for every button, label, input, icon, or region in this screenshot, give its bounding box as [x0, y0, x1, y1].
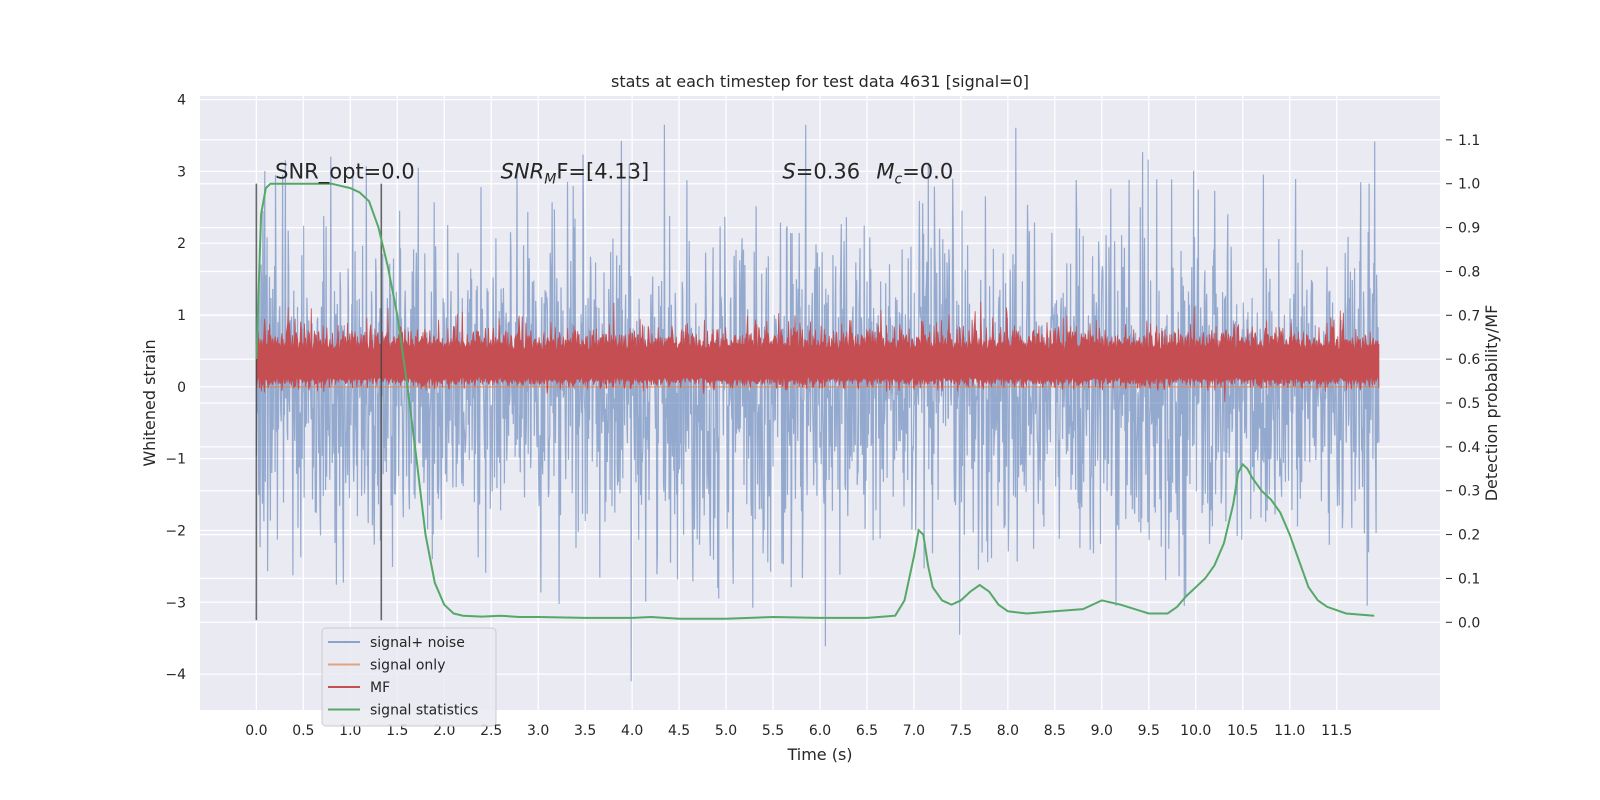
y-right-tick-label: 0.8 [1458, 264, 1480, 280]
chart-title: stats at each timestep for test data 463… [611, 72, 1029, 91]
y-tick-label: 2 [177, 236, 186, 252]
legend: signal+ noise signal only MF signal statist… [321, 627, 497, 727]
y-tick-label: −1 [165, 452, 186, 468]
x-tick-label: 6.0 [809, 723, 831, 739]
x-tick-label: 7.5 [950, 723, 972, 739]
y-tick-label: 4 [177, 93, 186, 109]
x-tick-label: 7.0 [903, 723, 925, 739]
x-tick-label: 11.0 [1274, 723, 1305, 739]
x-tick-label: 3.0 [527, 723, 549, 739]
y-tick-label: −4 [165, 667, 186, 683]
x-tick-label: 9.0 [1091, 723, 1113, 739]
x-tick-label: 4.5 [668, 723, 690, 739]
x-tick-label: 0.0 [245, 723, 267, 739]
x-tick-label: 5.0 [715, 723, 737, 739]
x-tick-label: 2.0 [433, 723, 455, 739]
y-right-tick-label: 0.7 [1458, 308, 1480, 324]
y-right-tick-label: 0.9 [1458, 221, 1480, 237]
x-tick-label: 10.0 [1180, 723, 1211, 739]
annotation-2: SNRMF=[4.13] [501, 160, 650, 188]
y-tick-label: −2 [165, 523, 186, 539]
x-tick-label: 1.5 [386, 723, 408, 739]
x-tick-label: 3.5 [574, 723, 596, 739]
legend-entry: signal+ noise [370, 635, 465, 651]
x-tick-label: 2.5 [480, 723, 502, 739]
x-tick-label: 0.5 [292, 723, 314, 739]
y-right-tick-label: 0.5 [1458, 396, 1480, 412]
legend-entry: signal statistics [370, 703, 478, 719]
y-tick-label: 1 [177, 308, 186, 324]
x-tick-label: 11.5 [1321, 723, 1352, 739]
x-axis-label: Time (s) [786, 745, 852, 764]
x-tick-label: 4.0 [621, 723, 643, 739]
x-tick-label: 5.5 [762, 723, 784, 739]
y-right-tick-label: 1.1 [1458, 133, 1480, 149]
series-mf [255, 301, 1380, 402]
y-right-tick-label: 0.0 [1458, 615, 1480, 631]
x-tick-label: 8.5 [1044, 723, 1066, 739]
x-tick-label: 8.0 [997, 723, 1019, 739]
x-tick-label: 10.5 [1227, 723, 1258, 739]
y-right-tick-label: 1.0 [1458, 177, 1480, 193]
annotation-4: Mc=0.0 [876, 160, 953, 188]
y-axis-label: Whitened strain [140, 339, 159, 466]
x-tick-label: 6.5 [856, 723, 878, 739]
y-tick-label: 3 [177, 164, 186, 180]
annotation-3: S=0.36 [782, 160, 860, 184]
x-tick-label: 9.5 [1138, 723, 1160, 739]
series-signal-statistics [255, 182, 1375, 620]
y-right-tick-label: 0.1 [1458, 571, 1480, 587]
legend-entry: MF [370, 680, 390, 696]
y-right-tick-label: 0.3 [1458, 484, 1480, 500]
y-right-tick-label: 0.6 [1458, 352, 1480, 368]
legend-box [321, 627, 497, 727]
y-right-tick-label: 0.4 [1458, 440, 1480, 456]
y-axis-label-right: Detection probability/MF [1482, 305, 1501, 502]
y-right-tick-label: 0.2 [1458, 528, 1480, 544]
y-tick-label: −3 [165, 595, 186, 611]
x-tick-label: 1.0 [339, 723, 361, 739]
legend-entry: signal only [370, 658, 445, 674]
y-tick-label: 0 [177, 380, 186, 396]
annotation-1: SNR_opt=0.0 [275, 160, 415, 185]
